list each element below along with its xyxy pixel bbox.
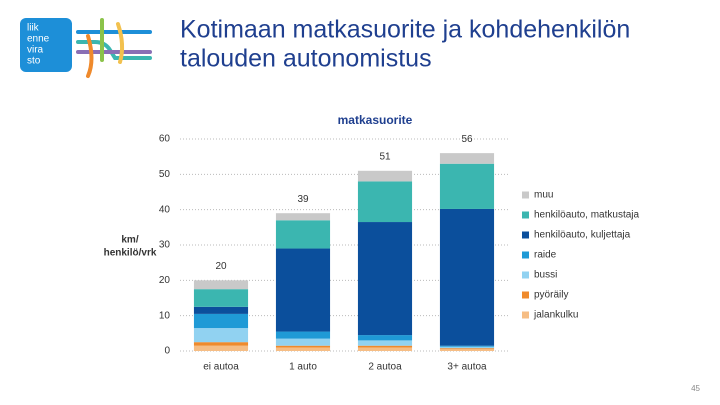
legend-label: muu bbox=[534, 190, 553, 201]
bar-segment bbox=[357, 181, 413, 223]
bar-segment bbox=[275, 345, 331, 348]
y-tick-label: 0 bbox=[164, 346, 170, 357]
x-tick-label: 3+ autoa bbox=[447, 362, 487, 373]
bar-segment bbox=[439, 345, 495, 347]
legend-label: bussi bbox=[534, 270, 557, 281]
bar-segment bbox=[439, 208, 495, 346]
bar-segment bbox=[275, 347, 331, 351]
bar-segment bbox=[357, 335, 413, 341]
legend-swatch bbox=[522, 251, 529, 259]
legend-swatch bbox=[522, 271, 529, 279]
legend-label: henkilöauto, kuljettaja bbox=[534, 230, 631, 241]
logo-arrows bbox=[76, 18, 152, 78]
logo-line: enne bbox=[27, 34, 50, 45]
total-label: 39 bbox=[297, 194, 309, 205]
y-tick-label: 60 bbox=[159, 134, 171, 145]
bar-segment bbox=[357, 347, 413, 351]
bar-segment bbox=[439, 163, 495, 209]
total-label: 51 bbox=[379, 151, 391, 162]
bar-segment bbox=[275, 248, 331, 332]
legend-label: henkilöauto, matkustaja bbox=[534, 210, 640, 221]
y-tick-label: 50 bbox=[159, 169, 171, 180]
logo-line: liik bbox=[27, 23, 40, 34]
legend-swatch bbox=[522, 311, 529, 319]
y-tick-label: 20 bbox=[159, 275, 171, 286]
bar-segment bbox=[357, 222, 413, 336]
bar-segment bbox=[193, 306, 249, 314]
total-label: 56 bbox=[461, 134, 473, 145]
total-label: 20 bbox=[215, 261, 227, 272]
legend-swatch bbox=[522, 211, 529, 219]
bar-segment bbox=[439, 153, 495, 164]
legend-swatch bbox=[522, 291, 529, 299]
bar-segment bbox=[275, 220, 331, 249]
legend-label: pyöräily bbox=[534, 290, 568, 301]
chart-title: matkasuorite bbox=[338, 113, 413, 127]
legend-swatch bbox=[522, 191, 529, 199]
bar-segment bbox=[193, 289, 249, 307]
logo-box bbox=[20, 18, 72, 72]
bar-segment bbox=[193, 345, 249, 351]
logo-line: vira bbox=[27, 45, 44, 56]
y-tick-label: 30 bbox=[159, 240, 171, 251]
y-axis-label: km/ bbox=[121, 235, 138, 246]
page-number: 45 bbox=[691, 384, 700, 393]
bar-segment bbox=[357, 170, 413, 182]
bar-segment bbox=[275, 338, 331, 346]
logo-text: liik enne vira sto bbox=[27, 23, 50, 67]
bar-segment bbox=[193, 342, 249, 346]
x-tick-label: 1 auto bbox=[289, 362, 317, 373]
logo-line: sto bbox=[27, 56, 41, 67]
bar-segment bbox=[193, 280, 249, 290]
bar-segment bbox=[275, 331, 331, 339]
x-tick-label: ei autoa bbox=[203, 362, 239, 373]
y-tick-label: 10 bbox=[159, 310, 171, 321]
bar-segment bbox=[193, 313, 249, 329]
y-axis-label: henkilö/vrk bbox=[104, 248, 157, 259]
slide-title: talouden autonomistus bbox=[180, 45, 432, 73]
slide-title: Kotimaan matkasuorite ja kohdehenkilön bbox=[180, 16, 630, 44]
legend-swatch bbox=[522, 231, 529, 239]
bar-segment bbox=[439, 349, 495, 351]
legend-label: raide bbox=[534, 250, 557, 261]
y-tick-label: 40 bbox=[159, 204, 171, 215]
bar-segment bbox=[357, 345, 413, 348]
x-tick-label: 2 autoa bbox=[368, 362, 402, 373]
bar-segment bbox=[439, 346, 495, 349]
bar-segment bbox=[439, 348, 495, 350]
bar-segment bbox=[275, 213, 331, 221]
bar-segment bbox=[357, 340, 413, 346]
legend-label: jalankulku bbox=[533, 310, 578, 321]
bar-segment bbox=[193, 328, 249, 343]
